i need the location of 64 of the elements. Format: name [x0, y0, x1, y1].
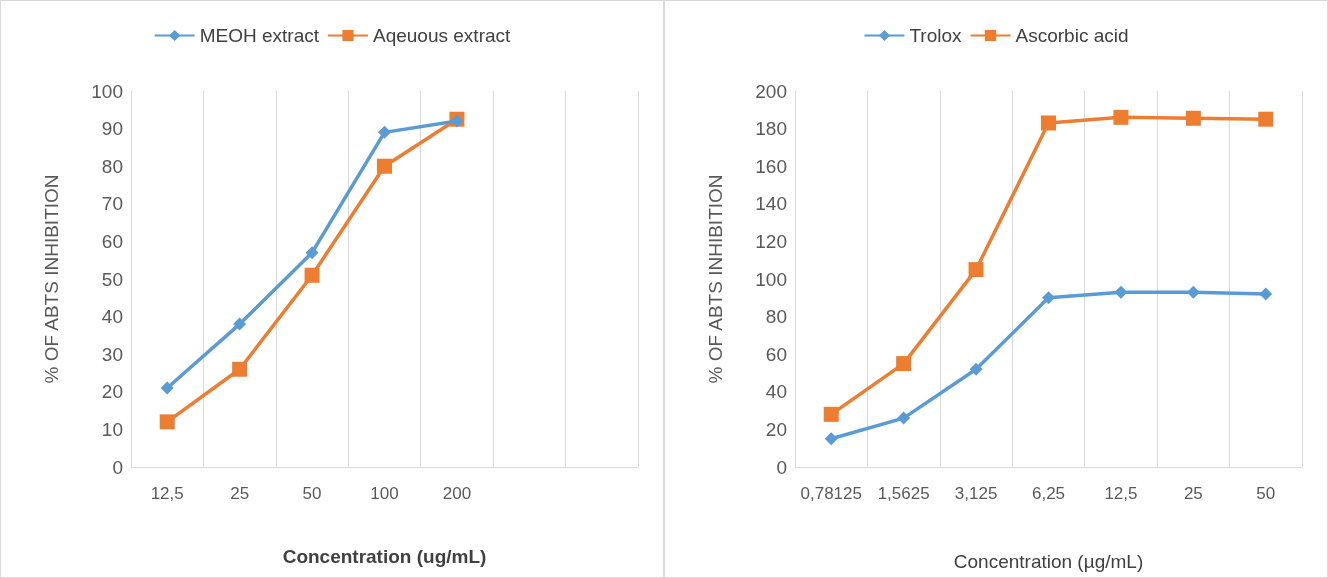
x-tick-label: 6,25 [1031, 484, 1066, 503]
point [159, 414, 175, 430]
legend-label: Ascorbic acid [1015, 25, 1129, 46]
y-tick-label: 0 [112, 456, 123, 478]
point [378, 125, 391, 139]
y-tick-label: 20 [101, 381, 123, 403]
point [897, 411, 911, 425]
y-tick-label: 60 [101, 230, 123, 252]
y-axis-title: % OF ABTS INHIBITION [41, 174, 62, 384]
x-tick-label: 0,78125 [800, 484, 862, 503]
point [233, 317, 247, 331]
point [1185, 110, 1201, 126]
legend-label: Aqeuous extract [373, 25, 512, 46]
point [969, 362, 983, 376]
y-tick-label: 80 [765, 306, 787, 328]
y-tick-label: 40 [765, 381, 787, 403]
legend-label: MEOH extract [199, 25, 320, 46]
y-tick-label: 60 [765, 343, 787, 365]
x-tick-label: 50 [1256, 484, 1276, 503]
point [1114, 285, 1128, 299]
y-tick-label: 70 [101, 193, 123, 215]
x-axis-title: Concentration (ug/mL) [282, 546, 487, 567]
y-axis-title: % OF ABTS INHIBITION [705, 174, 726, 384]
point [1042, 291, 1055, 305]
y-tick-label: 40 [101, 306, 123, 328]
y-tick-label: 120 [755, 230, 787, 252]
y-tick-label: 0 [776, 456, 787, 478]
y-tick-label: 100 [91, 80, 123, 102]
x-tick-label: 25 [1183, 484, 1203, 503]
x-tick-label: 100 [370, 484, 399, 503]
point [304, 267, 320, 283]
point [305, 246, 319, 260]
point [232, 361, 248, 377]
x-tick-label: 200 [442, 484, 472, 503]
y-tick-label: 20 [765, 418, 787, 440]
point [823, 406, 839, 422]
x-axis-title: Concentration (µg/mL) [953, 551, 1144, 572]
point [896, 356, 912, 372]
x-tick-label: 3,125 [954, 484, 998, 503]
y-tick-label: 100 [755, 268, 787, 290]
point [1259, 287, 1273, 301]
point [1113, 109, 1129, 125]
legend-label: Trolox [909, 25, 963, 46]
y-tick-label: 50 [101, 268, 123, 290]
y-tick-label: 160 [755, 155, 787, 177]
point [1186, 285, 1200, 299]
y-tick-label: 200 [755, 80, 787, 102]
y-tick-label: 80 [101, 155, 123, 177]
y-tick-label: 180 [755, 118, 787, 140]
y-tick-label: 140 [755, 193, 787, 215]
y-tick-label: 10 [101, 418, 123, 440]
point [377, 158, 392, 174]
point [1258, 111, 1274, 127]
point [968, 262, 984, 278]
x-tick-label: 25 [230, 484, 250, 503]
x-tick-label: 12,5 [150, 484, 184, 503]
point [824, 432, 838, 446]
x-tick-label: 1,5625 [877, 484, 930, 503]
x-tick-label: 50 [302, 484, 322, 503]
y-tick-label: 90 [101, 118, 123, 140]
point [1041, 115, 1056, 131]
x-tick-label: 12,5 [1104, 484, 1138, 503]
point [160, 381, 174, 395]
y-tick-label: 30 [101, 343, 123, 365]
